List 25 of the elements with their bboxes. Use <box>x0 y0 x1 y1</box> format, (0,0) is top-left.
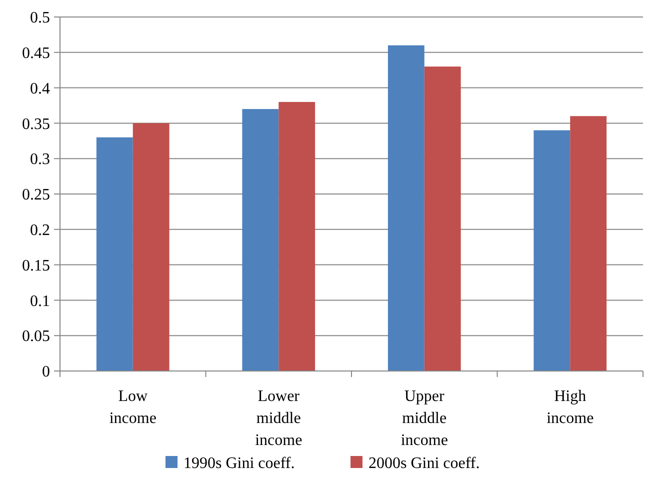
bar <box>278 102 316 371</box>
x-tick-label: Upper middle income <box>400 388 448 449</box>
y-tick-label: 0.1 <box>30 292 50 310</box>
y-tick-label: 0.3 <box>30 151 50 168</box>
bar <box>534 130 570 371</box>
y-tick-label: 0.5 <box>30 10 50 27</box>
x-tick-label: Low income <box>109 388 156 427</box>
y-tick-label: 0.35 <box>22 116 50 133</box>
bar <box>388 45 424 371</box>
y-tick-label: 0 <box>42 364 50 381</box>
y-tick-label: 0.05 <box>22 328 50 346</box>
y-tick-label: 0.4 <box>30 80 50 98</box>
y-tick-label: 0.15 <box>22 257 50 274</box>
bar <box>96 137 133 371</box>
bar <box>242 109 279 371</box>
x-tick-label: Lower middle income <box>255 388 302 449</box>
legend-label: 2000s Gini coeff. <box>368 455 480 472</box>
x-tick-label: High income <box>546 388 594 427</box>
bar <box>570 116 607 371</box>
y-tick-label: 0.45 <box>22 45 50 62</box>
bar <box>132 123 170 371</box>
legend-label: 1990s Gini coeff. <box>184 455 295 472</box>
y-tick-label: 0.2 <box>30 222 50 239</box>
y-tick-label: 0.25 <box>22 186 50 204</box>
bar <box>424 66 461 371</box>
